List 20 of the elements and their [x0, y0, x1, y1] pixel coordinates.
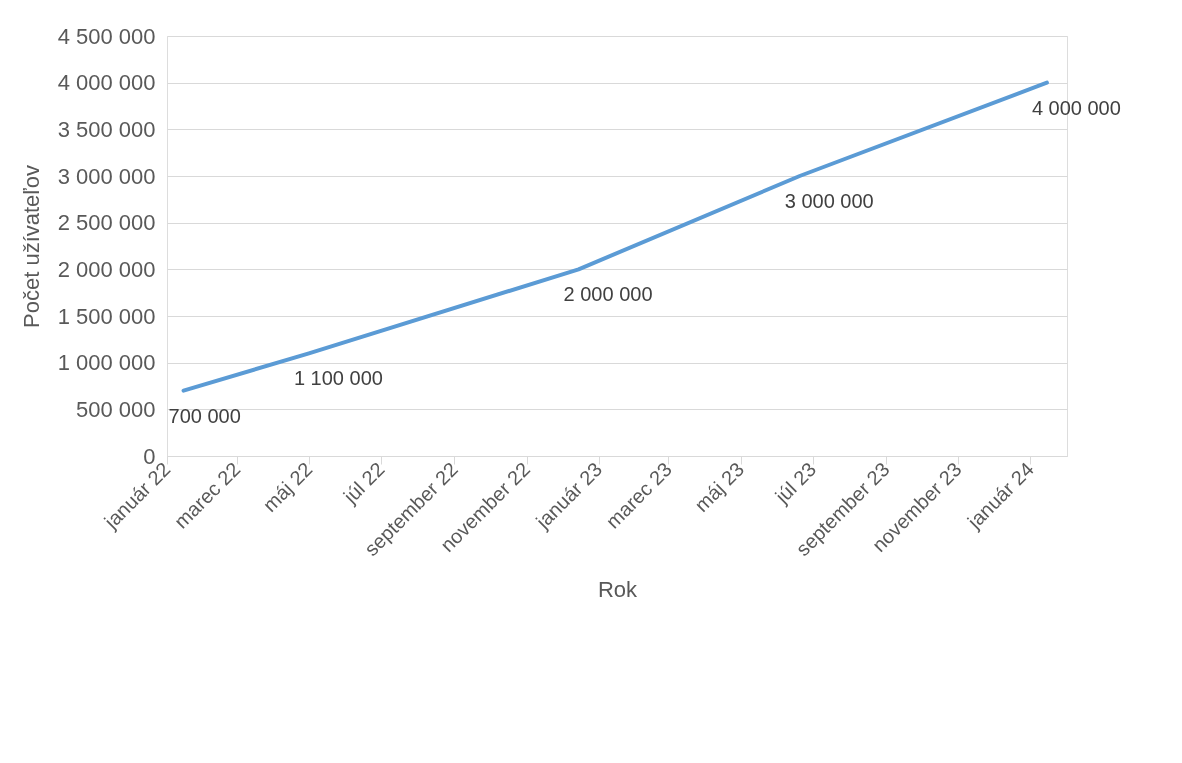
data-label: 3 000 000: [784, 190, 874, 212]
y-tick-label: 1 000 000: [57, 350, 156, 376]
line-series: [181, 80, 1049, 393]
y-axis-title: Počet užívateľov: [18, 165, 44, 328]
data-label: 1 100 000: [293, 367, 383, 390]
data-label: 700 000: [168, 404, 241, 427]
x-tick-label: máj 22: [258, 458, 317, 517]
y-tick-label: 0: [143, 443, 156, 469]
y-tick-label: 4 500 000: [57, 23, 156, 49]
y-tick-label: 2 500 000: [57, 210, 156, 236]
y-tick-label: 1 500 000: [57, 303, 156, 329]
data-label: 4 000 000: [1031, 96, 1121, 119]
x-tick-label: máj 23: [690, 458, 749, 517]
y-tick-label: 3 000 000: [57, 163, 156, 189]
x-axis-title: Rok: [597, 577, 639, 603]
y-tick-label: 3 500 000: [57, 116, 156, 142]
data-label: 2 000 000: [563, 283, 653, 306]
y-tick-label: 2 000 000: [57, 256, 156, 282]
y-tick-label: 4 000 000: [57, 70, 156, 96]
y-tick-label: 500 000: [75, 396, 156, 422]
